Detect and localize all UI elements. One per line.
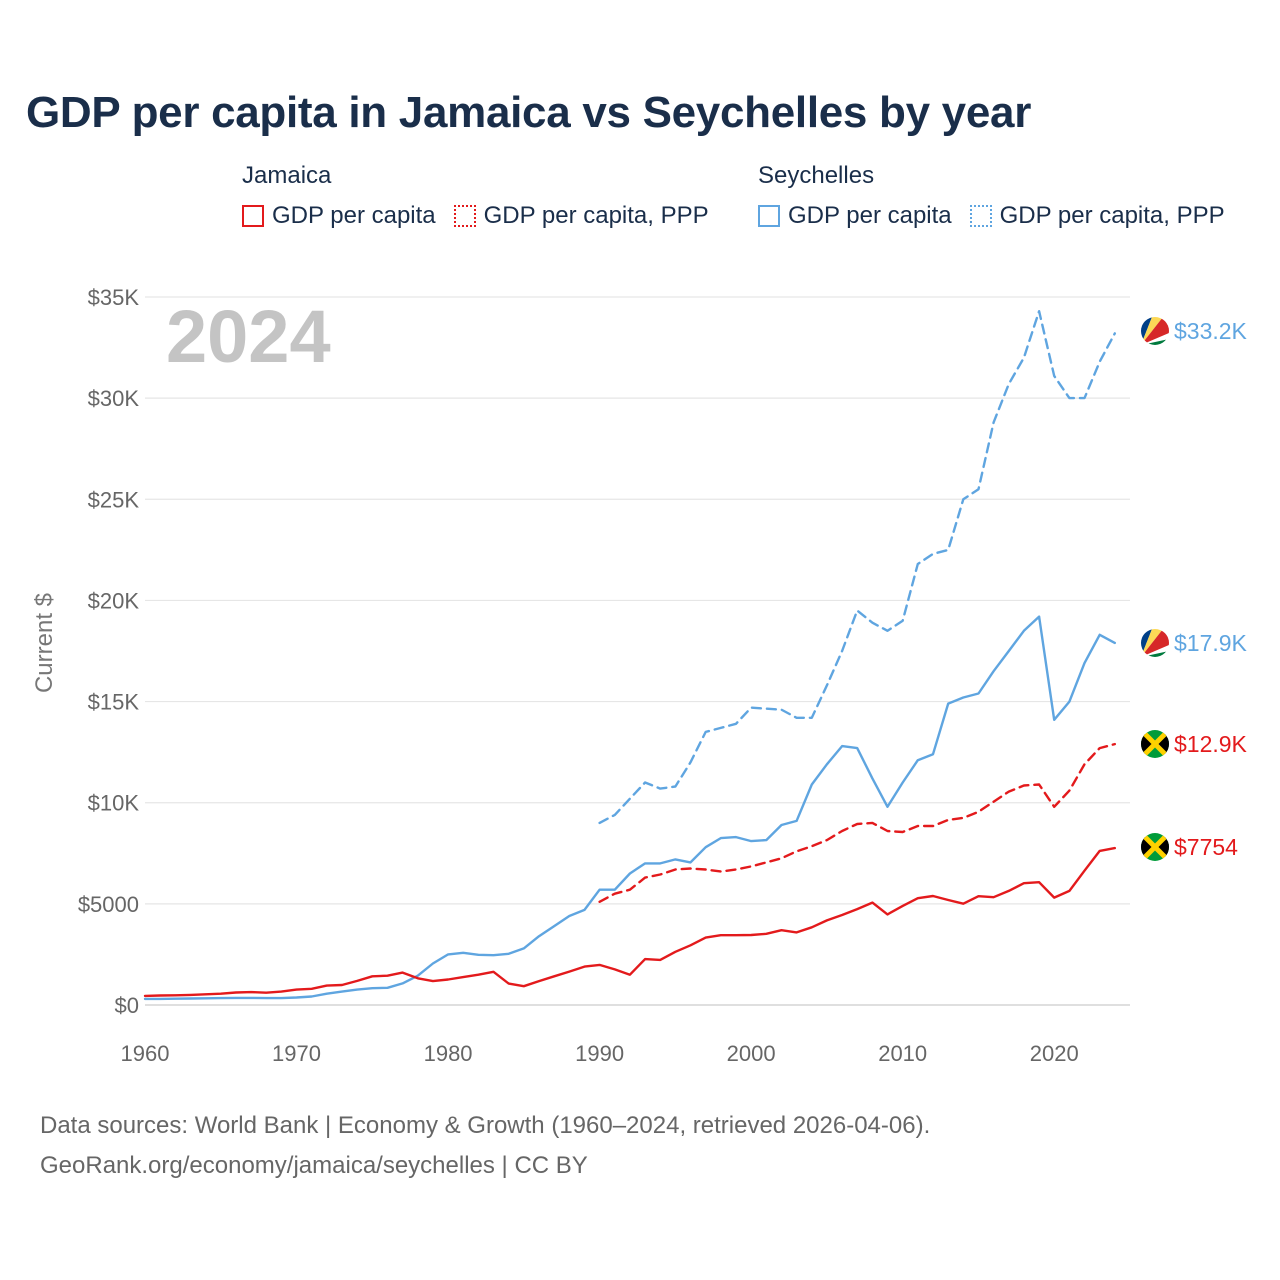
legend-swatch-dotted-icon [453,205,476,227]
y-tick-label: $0 [115,993,139,1018]
y-axis-label: Current $ [31,593,58,693]
x-tick-label: 1980 [424,1041,473,1066]
jamaica-flag-icon [1141,833,1169,861]
x-tick-label: 1970 [272,1041,321,1066]
legend-item-seychelles-gdp[interactable]: GDP per capita [758,202,952,230]
data-source-note: Data sources: World Bank | Economy & Gro… [40,1112,931,1139]
series-line-seychelles-gdp-per-capita-ppp[interactable] [598,310,1117,825]
y-tick-label: $20K [88,588,140,613]
grid [145,296,1130,1006]
y-tick-label: $35K [88,285,140,310]
legend-item-seychelles-gdp-ppp[interactable]: GDP per capita, PPP [969,202,1225,230]
legend-country-seychelles: Seychelles [758,162,875,189]
y-tick-label: $5000 [78,892,139,917]
y-tick-label: $10K [88,791,140,816]
seychelles-flag-icon [1141,629,1169,657]
series-line-jamaica-gdp-per-capita-ppp[interactable] [598,742,1117,903]
legend-label: GDP per capita, PPP [483,202,709,229]
legend-label: GDP per capita, PPP [999,202,1225,229]
legend-label: GDP per capita [272,202,436,229]
series-line-jamaica-gdp-per-capita[interactable] [143,846,1117,998]
end-label-seychelles-gdp: $17.9K [1174,630,1248,656]
chart-title: GDP per capita in Jamaica vs Seychelles … [26,88,1032,137]
legend-country-jamaica: Jamaica [242,162,332,189]
x-tick-label: 1960 [121,1041,170,1066]
attribution-link[interactable]: GeoRank.org/economy/jamaica/seychelles |… [40,1152,588,1179]
series [143,310,1117,1001]
y-tick-label: $15K [88,690,140,715]
year-watermark: 2024 [166,295,331,378]
legend-group-jamaica: Jamaica GDP per capita GDP per capita, P… [242,162,727,230]
x-tick-label: 2020 [1030,1041,1079,1066]
end-label-jamaica-gdp: $7754 [1174,834,1238,860]
legend-swatch-dotted-icon [969,205,992,227]
x-tick-label: 2000 [727,1041,776,1066]
legend-item-jamaica-gdp-ppp[interactable]: GDP per capita, PPP [453,202,709,230]
axes: $0 $5000 $10K $15K $20K $25K $30K $35K 1960 1970 1… [78,285,1079,1066]
series-line-seychelles-gdp-per-capita[interactable] [143,615,1117,1001]
legend-swatch-solid-icon [758,205,780,227]
y-tick-label: $30K [88,386,140,411]
end-label-seychelles-ppp: $33.2K [1174,318,1248,344]
jamaica-flag-icon [1141,730,1169,758]
y-tick-label: $25K [88,487,140,512]
x-tick-label: 2010 [878,1041,927,1066]
seychelles-flag-icon [1141,317,1169,345]
legend-group-seychelles: Seychelles GDP per capita GDP per capita… [758,162,1243,230]
legend-item-jamaica-gdp[interactable]: GDP per capita [242,202,436,230]
legend-label: GDP per capita [788,202,952,229]
legend-swatch-solid-icon [242,205,264,227]
end-label-jamaica-ppp: $12.9K [1174,731,1248,757]
x-tick-label: 1990 [575,1041,624,1066]
footer: Data sources: World Bank | Economy & Gro… [40,1106,930,1186]
